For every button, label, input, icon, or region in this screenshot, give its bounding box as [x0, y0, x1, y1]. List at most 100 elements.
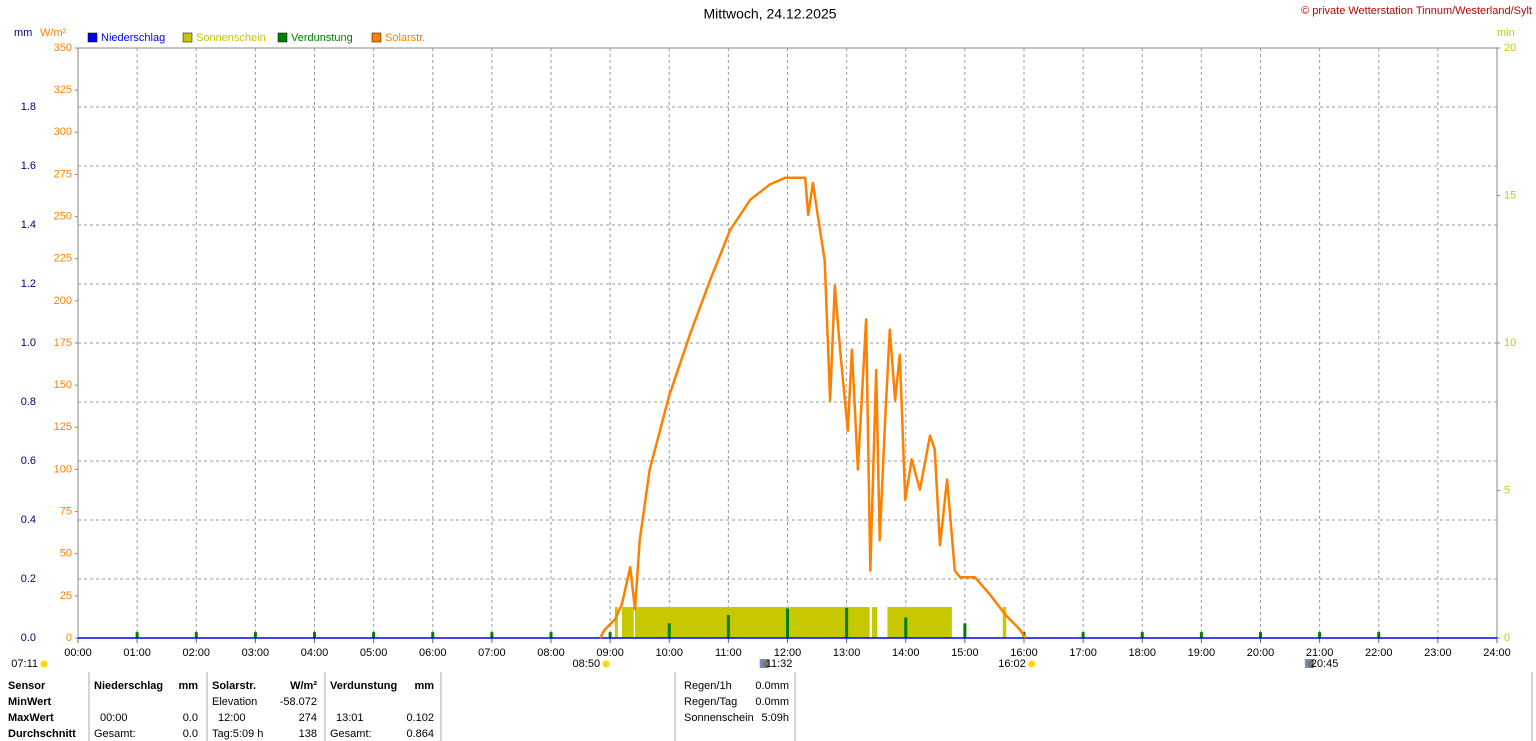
table-cell: Elevation — [212, 696, 257, 708]
table-cell: 0.864 — [406, 728, 434, 740]
evap-mark — [1259, 632, 1262, 638]
legend-swatch — [371, 32, 382, 43]
table-cell: -58.072 — [280, 696, 317, 708]
w-tick-label: 125 — [54, 421, 72, 433]
y2-tick-label: 5 — [1504, 484, 1510, 496]
table-header: Niederschlag — [94, 680, 163, 692]
event-label: 08:50 — [573, 658, 601, 670]
y-tick-label: 0.4 — [21, 514, 36, 526]
y2-tick-label: 0 — [1504, 632, 1510, 644]
x-tick-label: 22:00 — [1365, 647, 1393, 659]
table-cell: Gesamt: — [94, 728, 136, 740]
x-tick-label: 13:00 — [833, 647, 861, 659]
evap-mark — [904, 617, 908, 638]
legend-swatch — [87, 32, 98, 43]
y-tick-label: 0.8 — [21, 396, 36, 408]
side-value: 0.0mm — [755, 680, 789, 692]
table-header: mm — [414, 680, 434, 692]
evap-mark — [667, 623, 671, 638]
evap-mark — [431, 632, 435, 638]
x-tick-label: 17:00 — [1069, 647, 1097, 659]
evap-mark — [313, 632, 316, 638]
evap-mark — [786, 608, 789, 638]
table-cell: 12:00 — [218, 712, 246, 724]
table-cell: Durchschnitt — [8, 728, 76, 740]
y-tick-label: 1.0 — [21, 337, 36, 349]
legend-label: Sonnenschein — [196, 32, 266, 44]
sunshine-bar — [872, 607, 878, 638]
w-tick-label: 275 — [54, 168, 72, 180]
x-tick-label: 02:00 — [182, 647, 210, 659]
evap-mark — [372, 632, 376, 638]
x-tick-label: 24:00 — [1483, 647, 1511, 659]
table-header: Sensor — [8, 680, 46, 692]
y-tick-label: 0.6 — [21, 455, 36, 467]
sunshine-bar — [1002, 607, 1007, 638]
evap-mark — [253, 632, 257, 638]
legend-swatch — [277, 32, 288, 43]
x-tick-label: 07:00 — [478, 647, 506, 659]
w-tick-label: 250 — [54, 210, 72, 222]
table-header: mm — [178, 680, 198, 692]
w-tick-label: 225 — [54, 253, 72, 265]
table-cell: 0.0 — [183, 712, 198, 724]
y-tick-label: 0.2 — [21, 573, 36, 585]
side-value: 5:09h — [761, 712, 789, 724]
x-tick-label: 18:00 — [1128, 647, 1156, 659]
unit-mm: mm — [14, 27, 32, 39]
sunshine-bar — [621, 607, 634, 638]
table-cell: Gesamt: — [330, 728, 372, 740]
y-tick-label: 1.4 — [21, 219, 36, 231]
evap-mark — [1377, 632, 1381, 638]
w-tick-label: 350 — [54, 42, 72, 54]
y-tick-label: 0.0 — [21, 632, 36, 644]
evap-mark — [490, 632, 494, 638]
evap-mark — [845, 607, 849, 638]
table-cell: 0.102 — [406, 712, 434, 724]
side-label: Sonnenschein — [684, 712, 754, 724]
unit-w: W/m² — [40, 27, 67, 39]
evap-mark — [1318, 632, 1322, 638]
y2-tick-label: 10 — [1504, 337, 1516, 349]
evap-mark — [1140, 632, 1144, 638]
evap-mark — [194, 632, 198, 638]
x-tick-label: 03:00 — [242, 647, 270, 659]
w-tick-label: 50 — [60, 548, 72, 560]
evap-mark — [608, 632, 612, 638]
legend-swatch — [182, 32, 193, 43]
x-tick-label: 21:00 — [1306, 647, 1334, 659]
sun-icon — [602, 660, 610, 668]
w-tick-label: 75 — [60, 505, 72, 517]
unit-min: min — [1497, 27, 1515, 39]
x-tick-label: 10:00 — [655, 647, 683, 659]
table-header: Solarstr. — [212, 680, 256, 692]
table-header: W/m² — [290, 680, 317, 692]
evap-mark — [1199, 632, 1203, 638]
w-tick-label: 100 — [54, 463, 72, 475]
table-cell: MinWert — [8, 696, 52, 708]
event-label: 16:02 — [998, 658, 1026, 670]
x-tick-label: 11:00 — [715, 647, 742, 659]
sun-icon-box — [1304, 659, 1314, 668]
table-cell: MaxWert — [8, 712, 54, 724]
x-tick-label: 09:00 — [596, 647, 624, 659]
legend-label: Solarstr. — [385, 32, 425, 44]
sun-icon — [1028, 660, 1036, 668]
side-value: 0.0mm — [755, 696, 789, 708]
evap-mark — [549, 632, 553, 638]
sun-icon-box — [759, 659, 769, 668]
x-tick-label: 04:00 — [301, 647, 329, 659]
x-tick-label: 01:00 — [123, 647, 151, 659]
x-tick-label: 06:00 — [419, 647, 447, 659]
sunshine-bar — [634, 607, 870, 638]
x-tick-label: 23:00 — [1424, 647, 1452, 659]
event-label: 20:45 — [1311, 658, 1339, 670]
legend-label: Verdunstung — [291, 32, 353, 44]
x-tick-label: 20:00 — [1247, 647, 1275, 659]
x-tick-label: 19:00 — [1188, 647, 1216, 659]
table-cell: 138 — [299, 728, 317, 740]
w-tick-label: 25 — [60, 590, 72, 602]
table-cell: 274 — [299, 712, 317, 724]
table-cell: 00:00 — [100, 712, 128, 724]
